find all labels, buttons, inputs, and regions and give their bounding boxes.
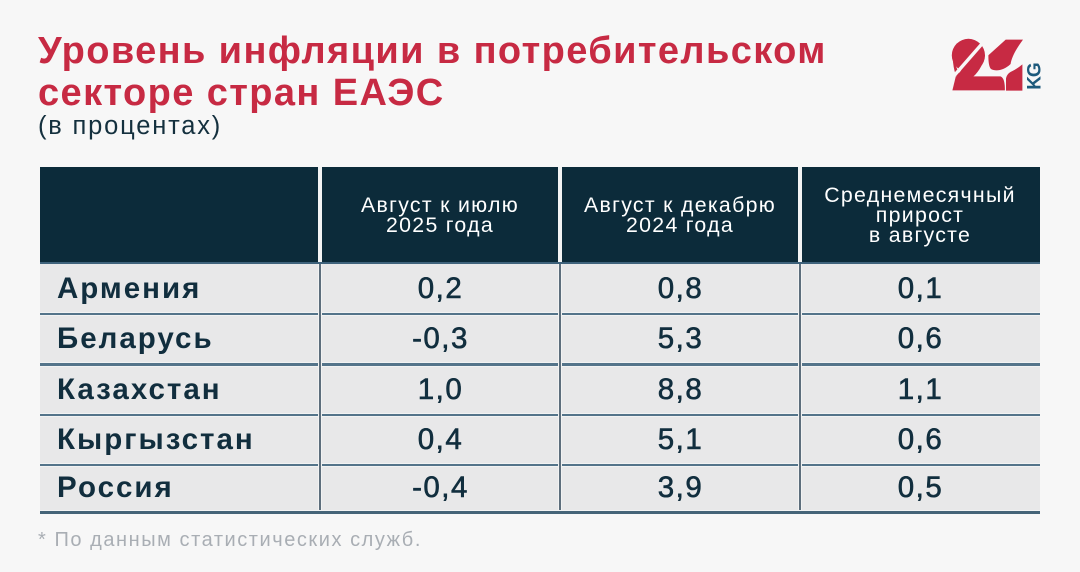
svg-text:KG: KG [1024, 63, 1045, 90]
